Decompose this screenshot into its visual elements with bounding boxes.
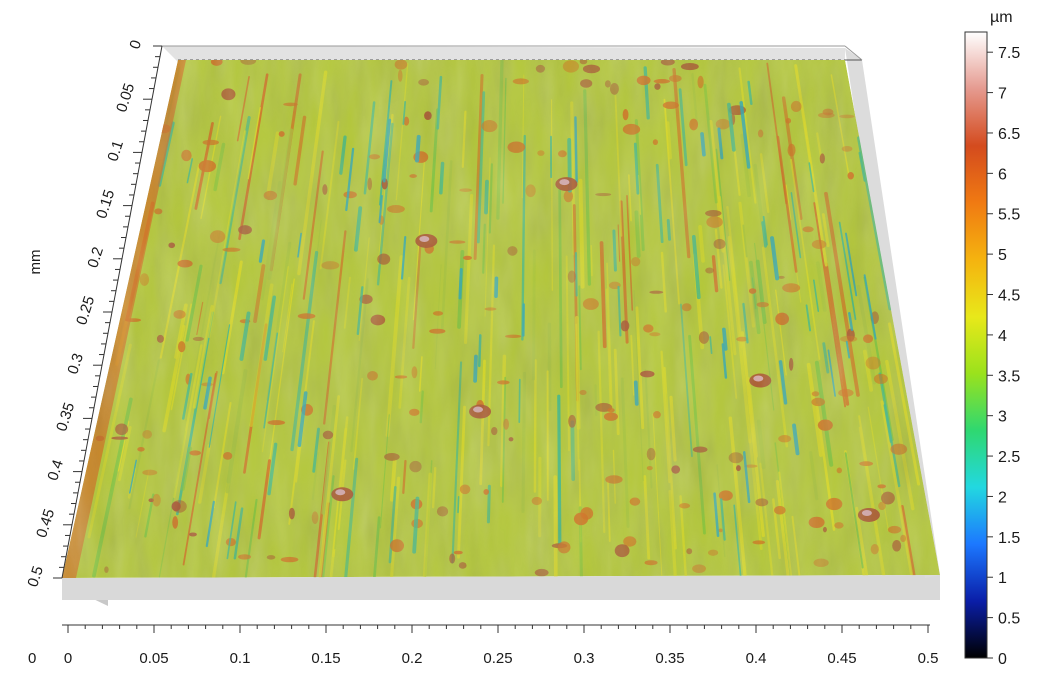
colorbar-unit-label: µm xyxy=(990,9,1013,26)
colorbar-tick-label: 2.5 xyxy=(998,449,1020,466)
x-tick-label: 0.45 xyxy=(827,650,856,667)
x-tick-label: 0.2 xyxy=(402,650,423,667)
colorbar-strip xyxy=(964,31,988,659)
y-axis-label: mm xyxy=(27,250,44,275)
colorbar: µm 7.5 7 6.5 6 5.5 5 4.5 4 3.5 3 2.5 2 1.5 1 0.5 0 xyxy=(964,9,1020,668)
colorbar-tick-label: 0.5 xyxy=(998,611,1020,628)
colorbar-tick-label: 0 xyxy=(998,651,1007,668)
colorbar-tick-label: 3 xyxy=(998,409,1007,426)
plot-box xyxy=(62,45,940,606)
x-tick-label: 0.05 xyxy=(139,650,168,667)
colorbar-tick-label: 4 xyxy=(998,328,1007,345)
colorbar-tick-label: 5.5 xyxy=(998,207,1020,224)
colorbar-tick-label: 3.5 xyxy=(998,368,1020,385)
x-tick-label: 0.25 xyxy=(483,650,512,667)
colorbar-tick-label: 4.5 xyxy=(998,288,1020,305)
x-tick-label: 0.35 xyxy=(655,650,684,667)
y-tick-label: 0.45 xyxy=(33,507,58,540)
colorbar-tick-label: 6 xyxy=(998,166,1007,183)
colorbar-tick-label: 6.5 xyxy=(998,126,1020,143)
y-tick-label: 0.05 xyxy=(113,81,138,114)
y-tick-label: 0.3 xyxy=(64,351,87,376)
colorbar-tick-label: 5 xyxy=(998,247,1007,264)
x-axis-origin-label: 0 xyxy=(28,650,36,667)
x-tick-label: 0.15 xyxy=(311,650,340,667)
y-tick-label: 0.25 xyxy=(73,294,98,327)
y-tick-label: 0.1 xyxy=(104,138,127,163)
colorbar-tick-label: 1 xyxy=(998,570,1007,587)
box-back-wall xyxy=(162,46,845,62)
colorbar-tick-label: 2 xyxy=(998,489,1007,506)
colorbar-tick-label: 1.5 xyxy=(998,530,1020,547)
y-tick-label: 0.4 xyxy=(44,458,67,483)
x-axis: 0 0.05 0.1 0.15 0.2 0.25 0.3 0.35 0.4 0.45 0.5 0 xyxy=(28,624,939,667)
x-tick-label: 0.5 xyxy=(918,650,939,667)
box-floor-front xyxy=(62,575,940,600)
x-tick-label: 0.4 xyxy=(746,650,767,667)
y-tick-label: 0.15 xyxy=(93,188,118,221)
x-tick-label: 0 xyxy=(64,650,72,667)
box-right-wall xyxy=(845,48,940,578)
colorbar-ticks: 7.5 7 6.5 6 5.5 5 4.5 4 3.5 3 2.5 2 1.5 1 0.5 0 xyxy=(987,45,1020,668)
x-axis-ticks: 0 0.05 0.1 0.15 0.2 0.25 0.3 0.35 0.4 0.45 0.5 xyxy=(64,625,939,667)
x-tick-label: 0.1 xyxy=(230,650,251,667)
y-tick-label: 0 xyxy=(126,38,145,51)
colorbar-tick-label: 7.5 xyxy=(998,45,1020,62)
colorbar-tick-label: 7 xyxy=(998,86,1007,103)
y-tick-label: 0.35 xyxy=(53,400,78,433)
x-tick-label: 0.3 xyxy=(574,650,595,667)
y-tick-label: 0.5 xyxy=(24,564,47,589)
y-tick-label: 0.2 xyxy=(84,245,107,270)
